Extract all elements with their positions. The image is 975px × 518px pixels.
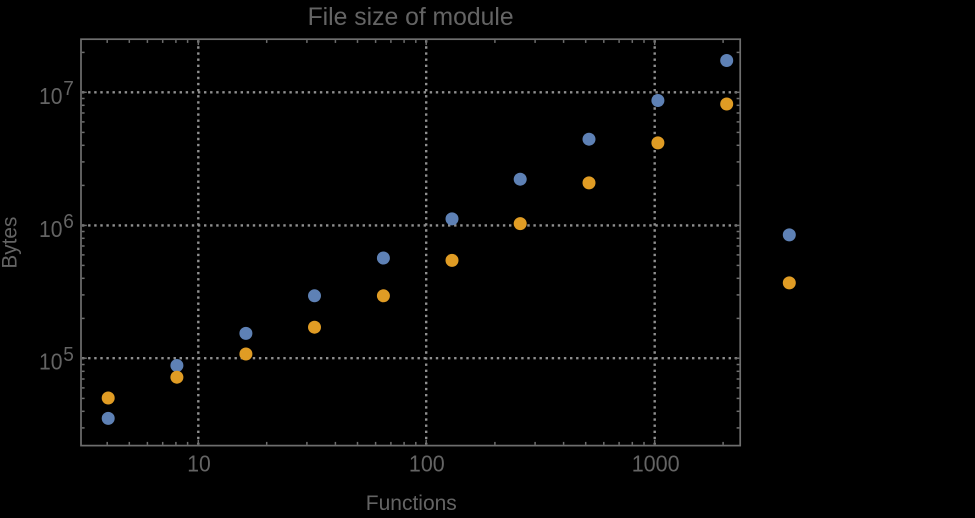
svg-text:Functions: Functions (366, 492, 457, 513)
svg-text:10: 10 (39, 349, 63, 375)
svg-text:10: 10 (39, 83, 63, 109)
svg-text:10: 10 (187, 451, 211, 477)
svg-text:Bytes: Bytes (0, 217, 22, 269)
svg-text:6: 6 (63, 211, 74, 233)
svg-text:7: 7 (63, 78, 74, 100)
svg-text:10: 10 (39, 216, 63, 242)
svg-text:File size of module: File size of module (308, 3, 514, 31)
svg-text:100: 100 (409, 451, 445, 477)
svg-text:1000: 1000 (632, 451, 680, 477)
svg-text:5: 5 (63, 344, 74, 366)
